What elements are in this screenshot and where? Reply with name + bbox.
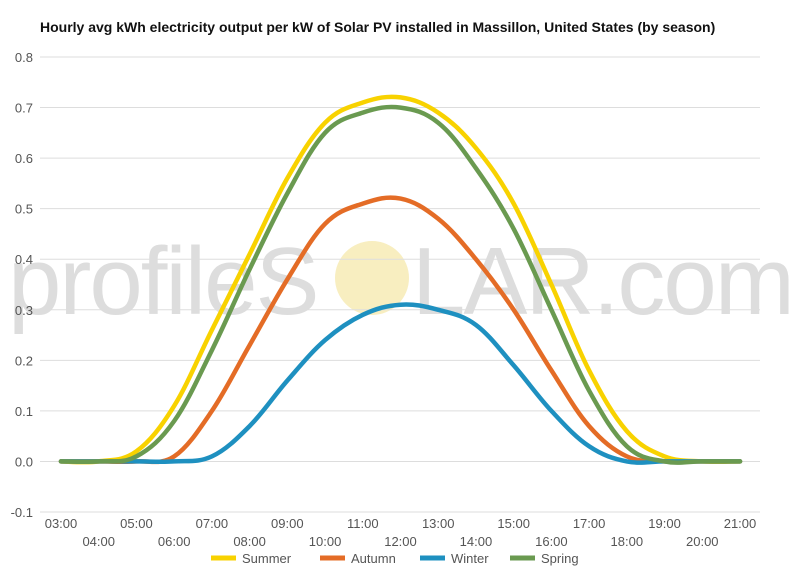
- y-tick-label: 0.3: [15, 303, 33, 318]
- x-tick-label: 07:00: [196, 516, 229, 531]
- x-tick-label: 16:00: [535, 534, 568, 549]
- x-axis: 03:00 04:00 05:00 06:00 07:00 08:00 09:00 10:00…: [45, 516, 757, 549]
- series-line-summer: [58, 94, 743, 465]
- x-tick-label: 12:00: [384, 534, 417, 549]
- x-tick-label: 08:00: [233, 534, 266, 549]
- x-tick-label: 14:00: [460, 534, 493, 549]
- x-tick-label: 09:00: [271, 516, 304, 531]
- x-tick-label: 05:00: [120, 516, 153, 531]
- x-tick-label: 20:00: [686, 534, 719, 549]
- chart-title: Hourly avg kWh electricity output per kW…: [40, 19, 716, 35]
- x-tick-label: 10:00: [309, 534, 342, 549]
- watermark-text-right: LAR.com: [412, 228, 793, 335]
- x-tick-label: 17:00: [573, 516, 606, 531]
- legend-label-summer: Summer: [242, 551, 292, 566]
- legend-label-winter: Winter: [451, 551, 489, 566]
- series-line-autumn: [58, 195, 743, 465]
- grid: [40, 56, 760, 513]
- watermark: profileS LAR.com: [8, 228, 795, 335]
- x-tick-label: 18:00: [611, 534, 644, 549]
- y-tick-label: -0.1: [11, 505, 33, 520]
- x-tick-label: 03:00: [45, 516, 78, 531]
- legend-label-autumn: Autumn: [351, 551, 396, 566]
- legend: Summer Autumn Winter Spring: [211, 551, 579, 566]
- y-tick-label: 0.5: [15, 202, 33, 217]
- y-tick-label: 0.6: [15, 151, 33, 166]
- y-tick-label: 0.2: [15, 353, 33, 368]
- x-tick-label: 11:00: [347, 516, 379, 531]
- watermark-text-left: profileS: [8, 228, 318, 335]
- legend-label-spring: Spring: [541, 551, 579, 566]
- x-tick-label: 21:00: [724, 516, 757, 531]
- y-tick-label: 0.8: [15, 50, 33, 65]
- x-tick-label: 06:00: [158, 534, 191, 549]
- y-tick-label: 0.1: [15, 404, 33, 419]
- y-axis: -0.1 0.0 0.1 0.2 0.3 0.4 0.5 0.6 0.7 0.8: [11, 50, 33, 520]
- series-line-spring: [58, 104, 743, 465]
- y-tick-label: 0.7: [15, 101, 33, 116]
- x-tick-label: 04:00: [82, 534, 115, 549]
- x-tick-label: 19:00: [648, 516, 681, 531]
- x-tick-label: 13:00: [422, 516, 455, 531]
- series-line-winter: [58, 302, 743, 465]
- y-tick-label: 0.0: [15, 454, 33, 469]
- y-tick-label: 0.4: [15, 252, 33, 267]
- series-lines: [58, 94, 743, 465]
- x-tick-label: 15:00: [497, 516, 530, 531]
